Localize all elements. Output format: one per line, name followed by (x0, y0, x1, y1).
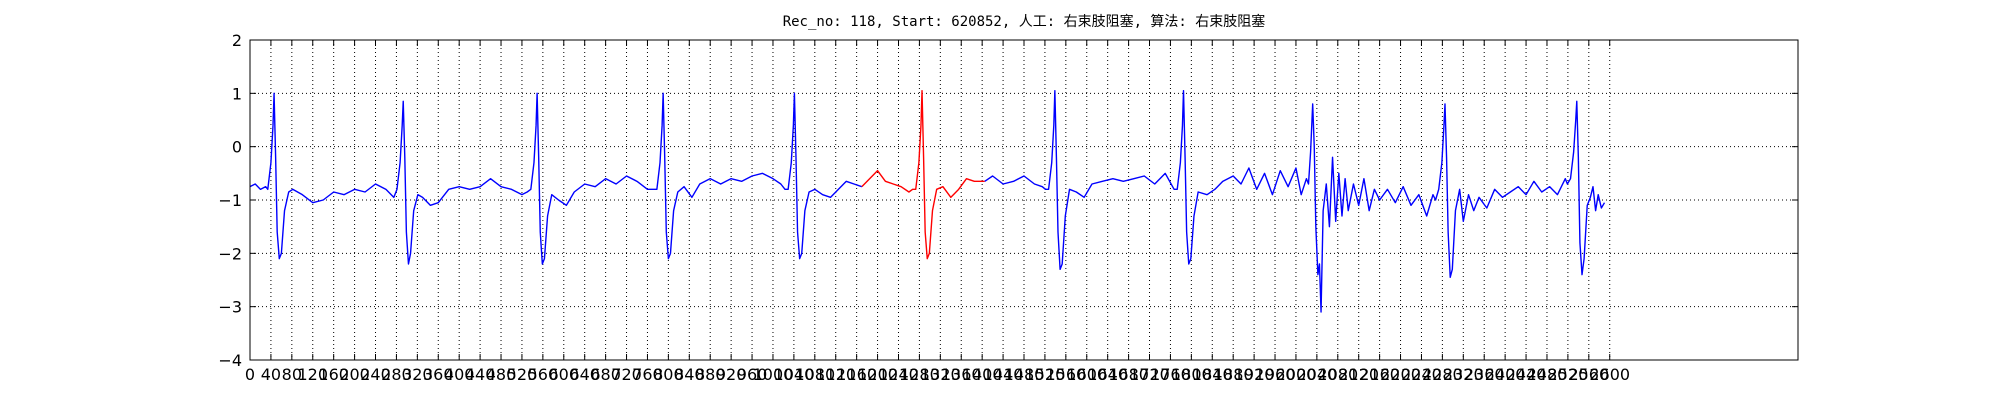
x-tick-label: 1480 (1004, 365, 1045, 384)
x-tick-label: 1520 (1025, 365, 1066, 384)
x-tick-label: 2040 (1297, 365, 1338, 384)
x-tick-label: 760 (632, 365, 663, 384)
y-tick-label: 2 (232, 31, 242, 50)
x-tick-label: 2320 (1443, 365, 1484, 384)
x-tick-label: 280 (381, 365, 412, 384)
x-tick-label: 880 (695, 365, 726, 384)
x-tick-label: 440 (465, 365, 496, 384)
x-tick-label: 1840 (1192, 365, 1233, 384)
x-tick-label: 1920 (1234, 365, 1275, 384)
y-tick-label: 0 (232, 138, 242, 157)
y-tick-label: 1 (232, 84, 242, 103)
x-tick-label: 320 (402, 365, 433, 384)
x-tick-label: 560 (528, 365, 559, 384)
x-tick-label: 1200 (857, 365, 898, 384)
x-tick-label: 120 (297, 365, 328, 384)
x-tick-label: 2160 (1359, 365, 1400, 384)
x-tick-label: 2080 (1317, 365, 1358, 384)
x-tick-label: 1400 (962, 365, 1003, 384)
x-tick-label: 160 (318, 365, 349, 384)
x-tick-label: 920 (716, 365, 747, 384)
x-tick-label: 1160 (836, 365, 877, 384)
x-tick-label: 600 (549, 365, 580, 384)
x-tick-label: 1360 (941, 365, 982, 384)
line-series (861, 89, 985, 260)
x-tick-label: 40 (261, 365, 281, 384)
x-tick-label: 2520 (1548, 365, 1589, 384)
chart-title: Rec_no: 118, Start: 620852, 人工: 右束肢阻塞, 算… (783, 13, 1266, 30)
x-tick-label: 1880 (1213, 365, 1254, 384)
x-tick-label: 400 (444, 365, 475, 384)
x-tick-label: 1440 (983, 365, 1024, 384)
x-tick-label: 960 (737, 365, 768, 384)
x-tick-label: 360 (423, 365, 454, 384)
x-tick-label: 1600 (1066, 365, 1107, 384)
x-tick-label: 720 (611, 365, 642, 384)
x-tick-label: 2120 (1338, 365, 1379, 384)
x-tick-label: 1320 (920, 365, 961, 384)
x-tick-label: 80 (282, 365, 302, 384)
x-tick-label: 1040 (774, 365, 815, 384)
x-tick-label: 2000 (1276, 365, 1317, 384)
x-tick-label: 1760 (1150, 365, 1191, 384)
x-tick-label: 240 (360, 365, 391, 384)
x-tick-label: 2440 (1506, 365, 1547, 384)
x-tick-label: 640 (569, 365, 600, 384)
line-series (984, 89, 1606, 313)
y-tick-label: −3 (218, 298, 242, 317)
x-tick-label: 520 (507, 365, 538, 384)
x-tick-label: 1560 (1045, 365, 1086, 384)
x-tick-label: 480 (486, 365, 517, 384)
x-tick-label: 2600 (1589, 365, 1630, 384)
plot-frame (249, 39, 1799, 361)
x-tick-label: 2280 (1422, 365, 1463, 384)
x-tick-label: 1280 (899, 365, 940, 384)
x-tick-label: 1640 (1087, 365, 1128, 384)
x-tick-label: 2240 (1401, 365, 1442, 384)
x-tick-label: 1960 (1255, 365, 1296, 384)
x-tick-label: 2560 (1568, 365, 1609, 384)
x-tick-label: 1680 (1108, 365, 1149, 384)
x-tick-label: 1120 (815, 365, 856, 384)
x-tick-label: 1720 (1129, 365, 1170, 384)
x-tick-label: 1000 (753, 365, 794, 384)
x-tick-label: 800 (653, 365, 684, 384)
x-tick-label: 2480 (1527, 365, 1568, 384)
x-tick-label: 1080 (794, 365, 835, 384)
x-tick-label: 2400 (1485, 365, 1526, 384)
x-tick-label: 0 (245, 365, 255, 384)
x-tick-label: 2200 (1380, 365, 1421, 384)
x-tick-label: 1240 (878, 365, 919, 384)
y-tick-label: −2 (218, 244, 242, 263)
y-tick-label: −4 (218, 351, 242, 370)
x-tick-label: 680 (590, 365, 621, 384)
x-tick-label: 2360 (1464, 365, 1505, 384)
y-tick-label: −1 (218, 191, 242, 210)
x-tick-label: 200 (339, 365, 370, 384)
line-series (249, 92, 863, 265)
x-tick-label: 840 (674, 365, 705, 384)
x-tick-label: 1800 (1171, 365, 1212, 384)
